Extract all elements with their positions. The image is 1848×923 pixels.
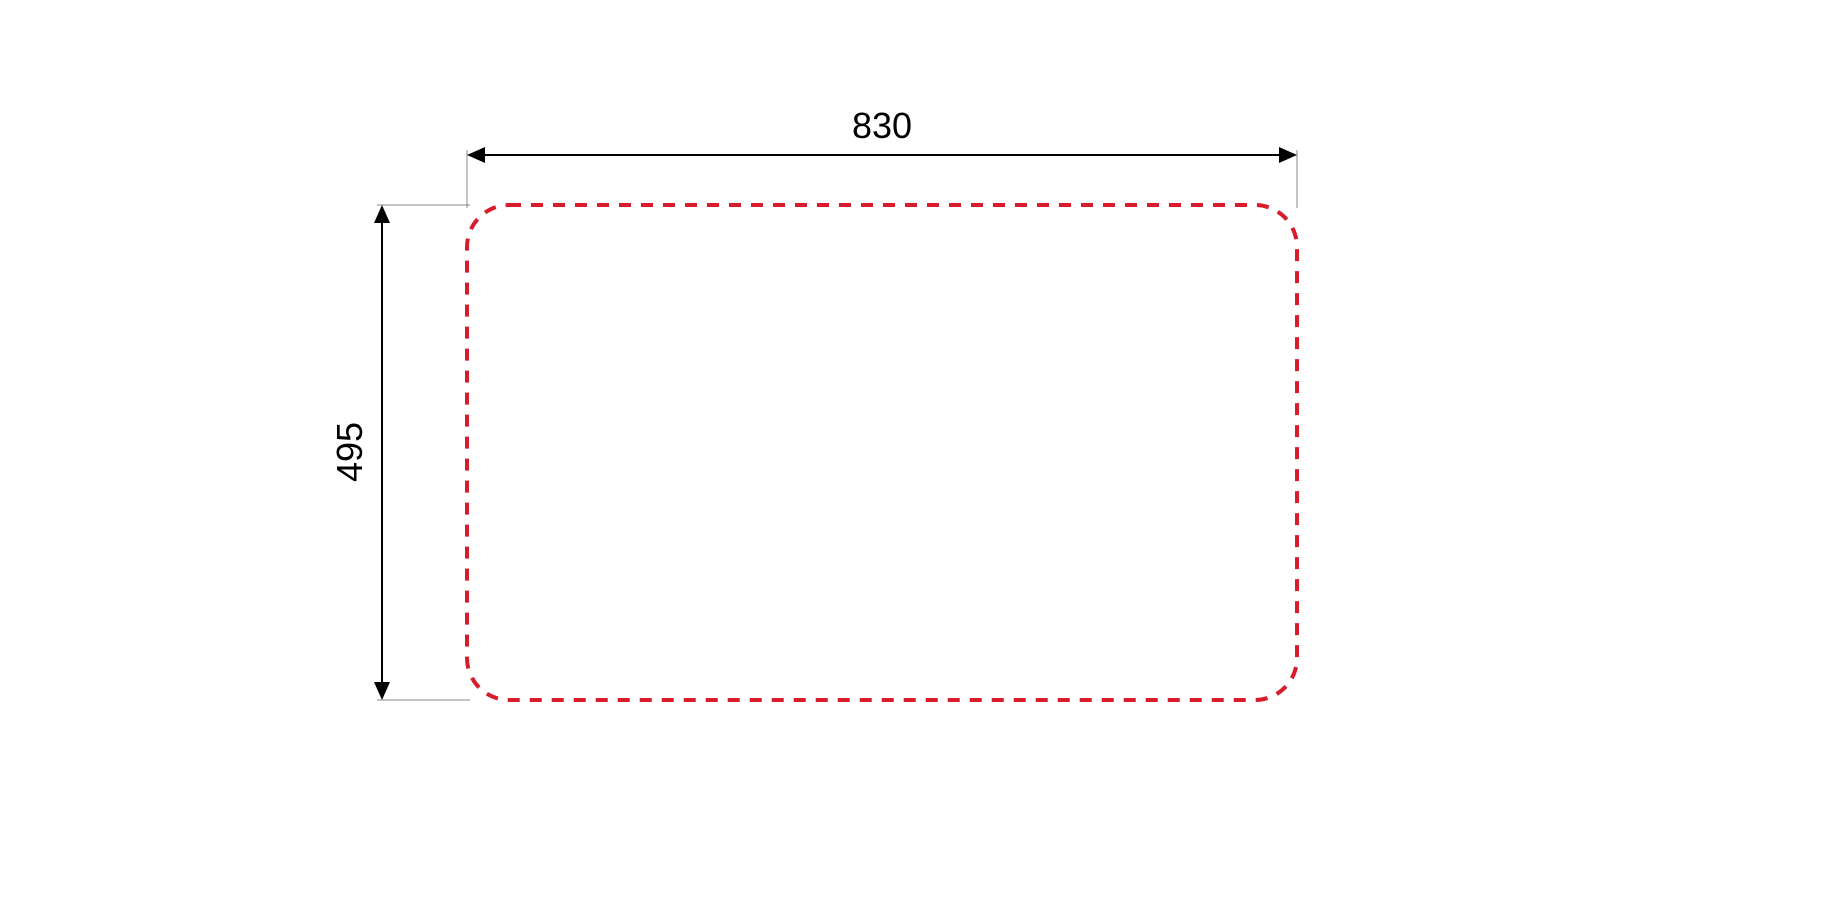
dimension-diagram: 830 495 [0, 0, 1848, 923]
width-dimension-label: 830 [852, 105, 912, 146]
height-dimension-label: 495 [329, 422, 370, 482]
diagram-svg: 830 495 [0, 0, 1848, 923]
